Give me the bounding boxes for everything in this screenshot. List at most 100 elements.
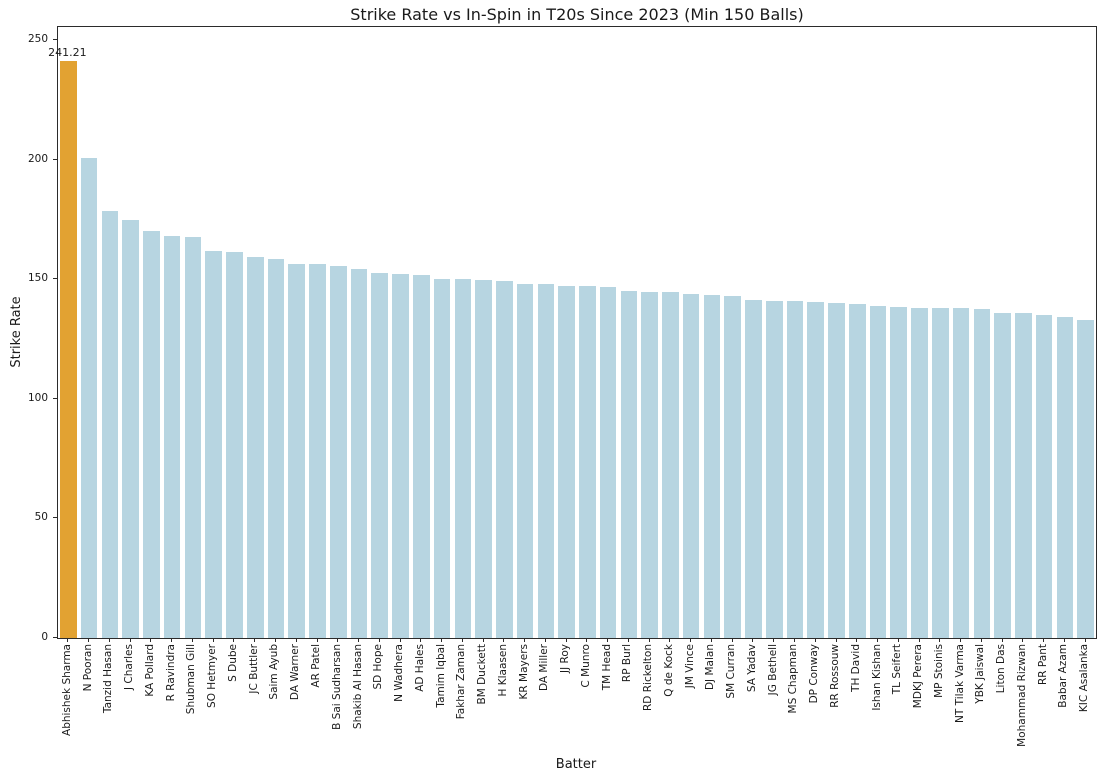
bar: [205, 251, 222, 638]
x-tick-label: DJ Malan: [704, 644, 717, 691]
x-tick-label: H Klaasen: [496, 644, 509, 697]
x-tick-label: DP Conway: [808, 644, 821, 704]
x-tick-mark: [420, 638, 422, 642]
x-tick-mark: [544, 638, 546, 642]
x-tick-label: SA Yadav: [745, 644, 758, 693]
bar: [122, 220, 139, 638]
x-tick-mark: [648, 638, 650, 642]
y-tick-mark: [53, 397, 57, 399]
x-tick-label: Babar Azam: [1057, 644, 1070, 708]
x-tick-mark: [150, 638, 152, 642]
x-tick-label: Shubman Gill: [185, 644, 198, 715]
bar: [932, 308, 949, 638]
x-tick-label: Tamim Iqbal: [434, 644, 447, 708]
x-tick-label: RP Burl: [621, 644, 634, 683]
x-tick-mark: [793, 638, 795, 642]
x-tick-label: MDKJ Perera: [912, 644, 925, 709]
x-tick-mark: [212, 638, 214, 642]
bar: [620, 290, 638, 638]
x-tick-mark: [960, 638, 962, 642]
bar: [745, 300, 762, 638]
x-tick-label: Abhishek Sharma: [60, 644, 73, 736]
x-tick-label: Saim Ayub: [268, 644, 281, 700]
x-tick-mark: [980, 638, 982, 642]
x-tick-mark: [918, 638, 920, 642]
x-tick-label: MS Chapman: [787, 644, 800, 714]
x-tick-mark: [752, 638, 754, 642]
bar: [413, 275, 430, 638]
x-tick-mark: [108, 638, 110, 642]
x-tick-label: SO Hetmyer: [206, 644, 219, 708]
x-tick-mark: [67, 638, 69, 642]
x-tick-label: TH David: [849, 644, 862, 692]
y-tick-mark: [53, 517, 57, 519]
x-tick-label: MP Stoinis: [932, 644, 945, 698]
bar: [558, 286, 575, 638]
x-tick-mark: [897, 638, 899, 642]
bar: [1056, 317, 1074, 638]
bar: [973, 309, 991, 638]
bar: [516, 283, 534, 638]
x-tick-mark: [274, 638, 276, 642]
bar: [371, 272, 389, 638]
x-tick-label: JM Vince: [683, 644, 696, 689]
bar: [662, 291, 679, 638]
x-tick-mark: [627, 638, 629, 642]
x-tick-mark: [524, 638, 526, 642]
y-axis-label: Strike Rate: [9, 296, 24, 368]
x-tick-mark: [690, 638, 692, 642]
x-tick-label: S Dube: [226, 644, 239, 682]
bar: [765, 300, 783, 638]
x-tick-label: Shakib Al Hasan: [351, 644, 364, 730]
x-tick-mark: [1022, 638, 1024, 642]
x-tick-mark: [129, 638, 131, 642]
x-tick-mark: [586, 638, 588, 642]
x-tick-mark: [814, 638, 816, 642]
bar: [807, 302, 825, 638]
x-tick-mark: [358, 638, 360, 642]
bar: [329, 265, 347, 638]
x-tick-label: KIC Asalanka: [1078, 644, 1091, 713]
x-tick-mark: [316, 638, 318, 642]
x-tick-label: BM Duckett: [476, 644, 489, 705]
bar: [682, 294, 700, 638]
x-tick-mark: [295, 638, 297, 642]
x-tick-label: Ishan Kishan: [870, 644, 883, 711]
x-tick-mark: [233, 638, 235, 642]
x-tick-mark: [939, 638, 941, 642]
bar: [537, 283, 555, 638]
x-tick-mark: [88, 638, 90, 642]
bar: [1015, 313, 1032, 638]
y-tick-label: 100: [27, 391, 48, 404]
x-tick-label: N Pooran: [81, 644, 94, 692]
x-tick-label: Liton Das: [995, 644, 1008, 694]
x-tick-mark: [1043, 638, 1045, 642]
bar: [952, 308, 970, 638]
y-tick-mark: [53, 278, 57, 280]
x-tick-mark: [503, 638, 505, 642]
bar: [267, 259, 285, 638]
bar: [1077, 319, 1094, 638]
bar: [226, 251, 243, 638]
bar: [309, 264, 326, 638]
x-axis-label: Batter: [555, 757, 597, 772]
chart-title: Strike Rate vs In-Spin in T20s Since 202…: [350, 5, 804, 24]
bar: [786, 300, 804, 638]
x-tick-mark: [1063, 638, 1065, 642]
bar: [724, 296, 741, 638]
x-tick-mark: [1001, 638, 1003, 642]
x-tick-mark: [337, 638, 339, 642]
x-tick-mark: [731, 638, 733, 642]
y-tick-label: 250: [27, 33, 48, 46]
bar: [288, 263, 306, 638]
x-tick-label: TL Seifert: [891, 644, 904, 695]
y-tick-mark: [53, 637, 57, 638]
y-tick-label: 0: [41, 631, 48, 643]
x-tick-label: AD Hales: [413, 644, 426, 692]
x-tick-label: KR Mayers: [517, 644, 530, 700]
bar: [496, 280, 513, 638]
x-tick-mark: [461, 638, 463, 642]
bar: [828, 303, 845, 638]
x-tick-label: AR Patel: [310, 644, 322, 688]
